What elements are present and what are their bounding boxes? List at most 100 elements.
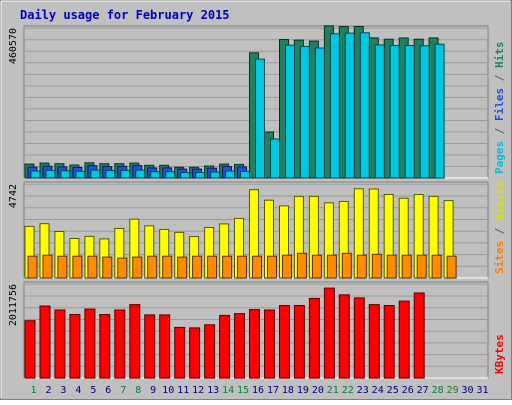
bar-visits-sites-day-8 xyxy=(132,256,143,279)
bar-kbytes-kbytes-day-19 xyxy=(293,305,305,379)
bar-kbytes-kbytes-day-13 xyxy=(204,324,216,379)
bar-hits-pages-day-7 xyxy=(120,169,131,179)
bar-visits-sites-day-3 xyxy=(57,255,68,279)
x-tick-label-day-2: 2 xyxy=(45,385,51,396)
bar-visits-sites-day-12 xyxy=(192,255,203,279)
x-tick-label-day-1: 1 xyxy=(30,385,36,396)
bar-visits-sites-day-10 xyxy=(162,255,173,279)
bar-hits-pages-day-28 xyxy=(434,43,445,179)
bars-visits xyxy=(24,188,457,279)
bar-hits-pages-day-11 xyxy=(180,172,191,179)
bar-hits-pages-day-12 xyxy=(195,172,206,179)
x-tick-label-day-15: 15 xyxy=(237,385,249,396)
x-tick-label-day-8: 8 xyxy=(135,385,141,396)
x-tick-label-day-12: 12 xyxy=(192,385,204,396)
legend-part: Files xyxy=(493,88,506,121)
x-tick-label-day-28: 28 xyxy=(432,385,444,396)
bar-hits-pages-day-4 xyxy=(75,170,86,179)
chart-title: Daily usage for February 2015 xyxy=(20,8,230,22)
legend-part: Sites xyxy=(493,241,506,274)
bar-kbytes-kbytes-day-25 xyxy=(383,305,395,379)
bar-hits-pages-day-5 xyxy=(90,169,101,179)
x-tick-label-day-11: 11 xyxy=(177,385,189,396)
x-tick-label-day-23: 23 xyxy=(357,385,369,396)
x-tick-label-day-22: 22 xyxy=(342,385,354,396)
x-tick-label-day-7: 7 xyxy=(120,385,126,396)
chart-panels: 460570 Pages / Files / Hits 4742 Sites / Vi… xyxy=(8,25,506,379)
bar-visits-sites-day-29 xyxy=(446,255,457,279)
bar-kbytes-kbytes-day-15 xyxy=(234,313,245,379)
bar-hits-pages-day-3 xyxy=(60,170,71,179)
bar-kbytes-kbytes-day-6 xyxy=(99,314,111,379)
bar-hits-pages-day-6 xyxy=(105,169,116,179)
bar-visits-sites-day-4 xyxy=(72,255,83,279)
bar-kbytes-kbytes-day-8 xyxy=(129,304,141,379)
x-tick-label-day-27: 27 xyxy=(417,385,429,396)
bar-kbytes-kbytes-day-14 xyxy=(219,314,231,379)
x-tick-label-day-5: 5 xyxy=(90,385,96,396)
bar-visits-sites-day-5 xyxy=(87,255,98,279)
bar-kbytes-kbytes-day-22 xyxy=(338,294,350,379)
legend-visits: Sites / Visits xyxy=(493,181,506,274)
legend-part: / xyxy=(493,121,506,141)
x-tick-label-day-31: 31 xyxy=(476,385,488,396)
bar-hits-pages-day-1 xyxy=(30,170,41,179)
bar-kbytes-kbytes-day-12 xyxy=(189,327,201,379)
x-tick-label-day-3: 3 xyxy=(60,385,66,396)
x-tick-label-day-20: 20 xyxy=(312,385,324,396)
panel-visits: 4742 Sites / Visits xyxy=(8,181,506,279)
bar-kbytes-kbytes-day-3 xyxy=(54,309,66,379)
bars-hits xyxy=(24,25,445,179)
bar-kbytes-kbytes-day-20 xyxy=(308,297,320,379)
bar-visits-sites-day-2 xyxy=(42,254,53,279)
bar-visits-sites-day-19 xyxy=(296,252,307,279)
bar-visits-sites-day-1 xyxy=(27,255,38,279)
panel-hits: 460570 Pages / Files / Hits xyxy=(8,25,506,179)
bar-kbytes-kbytes-day-1 xyxy=(24,320,36,379)
bar-hits-pages-day-10 xyxy=(165,171,176,179)
bar-kbytes-kbytes-day-21 xyxy=(323,287,335,379)
bar-hits-pages-day-18 xyxy=(285,44,295,179)
bar-hits-pages-day-14 xyxy=(225,170,236,179)
bar-visits-sites-day-15 xyxy=(237,255,247,279)
legend-hits: Pages / Files / Hits xyxy=(493,42,506,175)
bar-visits-sites-day-9 xyxy=(147,255,158,279)
bar-hits-pages-day-16 xyxy=(255,58,265,179)
bar-kbytes-kbytes-day-16 xyxy=(249,309,260,379)
x-tick-label-day-29: 29 xyxy=(447,385,459,396)
bar-hits-pages-day-17 xyxy=(270,138,280,179)
bar-kbytes-kbytes-day-18 xyxy=(279,305,290,379)
legend-part: Hits xyxy=(493,42,506,69)
bar-visits-sites-day-26 xyxy=(401,254,412,279)
legend-part: Pages xyxy=(493,141,506,174)
bar-hits-pages-day-9 xyxy=(150,171,161,179)
x-tick-label-day-17: 17 xyxy=(267,385,279,396)
x-tick-label-day-6: 6 xyxy=(105,385,111,396)
x-tick-label-day-25: 25 xyxy=(387,385,399,396)
bar-kbytes-kbytes-day-10 xyxy=(159,314,171,379)
x-tick-label-day-19: 19 xyxy=(297,385,309,396)
bar-visits-sites-day-22 xyxy=(341,252,352,279)
x-tick-label-day-26: 26 xyxy=(402,385,414,396)
bars-kbytes xyxy=(24,287,425,379)
bar-visits-sites-day-6 xyxy=(102,256,113,279)
bar-visits-sites-day-21 xyxy=(326,254,337,279)
bar-visits-sites-day-11 xyxy=(177,256,188,279)
bar-visits-sites-day-18 xyxy=(282,254,292,279)
bar-hits-pages-day-22 xyxy=(344,32,355,179)
x-tick-label-day-30: 30 xyxy=(461,385,473,396)
x-tick-label-day-9: 9 xyxy=(150,385,156,396)
legend-part: / xyxy=(493,68,506,88)
bar-kbytes-kbytes-day-24 xyxy=(368,304,380,379)
bar-kbytes-kbytes-day-17 xyxy=(264,309,275,379)
bar-hits-pages-day-24 xyxy=(374,44,385,179)
x-axis: 1 2 3 4 5 6 7 8 9 10 11 12 13 14 15 16 17 18 19 20 21 22 23 24 2… xyxy=(30,385,488,396)
bar-hits-pages-day-2 xyxy=(45,169,56,179)
x-tick-label-day-14: 14 xyxy=(222,385,234,396)
y-max-label-kbytes: 2011756 xyxy=(8,284,19,326)
x-tick-label-day-4: 4 xyxy=(75,385,81,396)
bar-visits-sites-day-7 xyxy=(117,257,128,279)
bar-visits-sites-day-20 xyxy=(311,254,322,279)
